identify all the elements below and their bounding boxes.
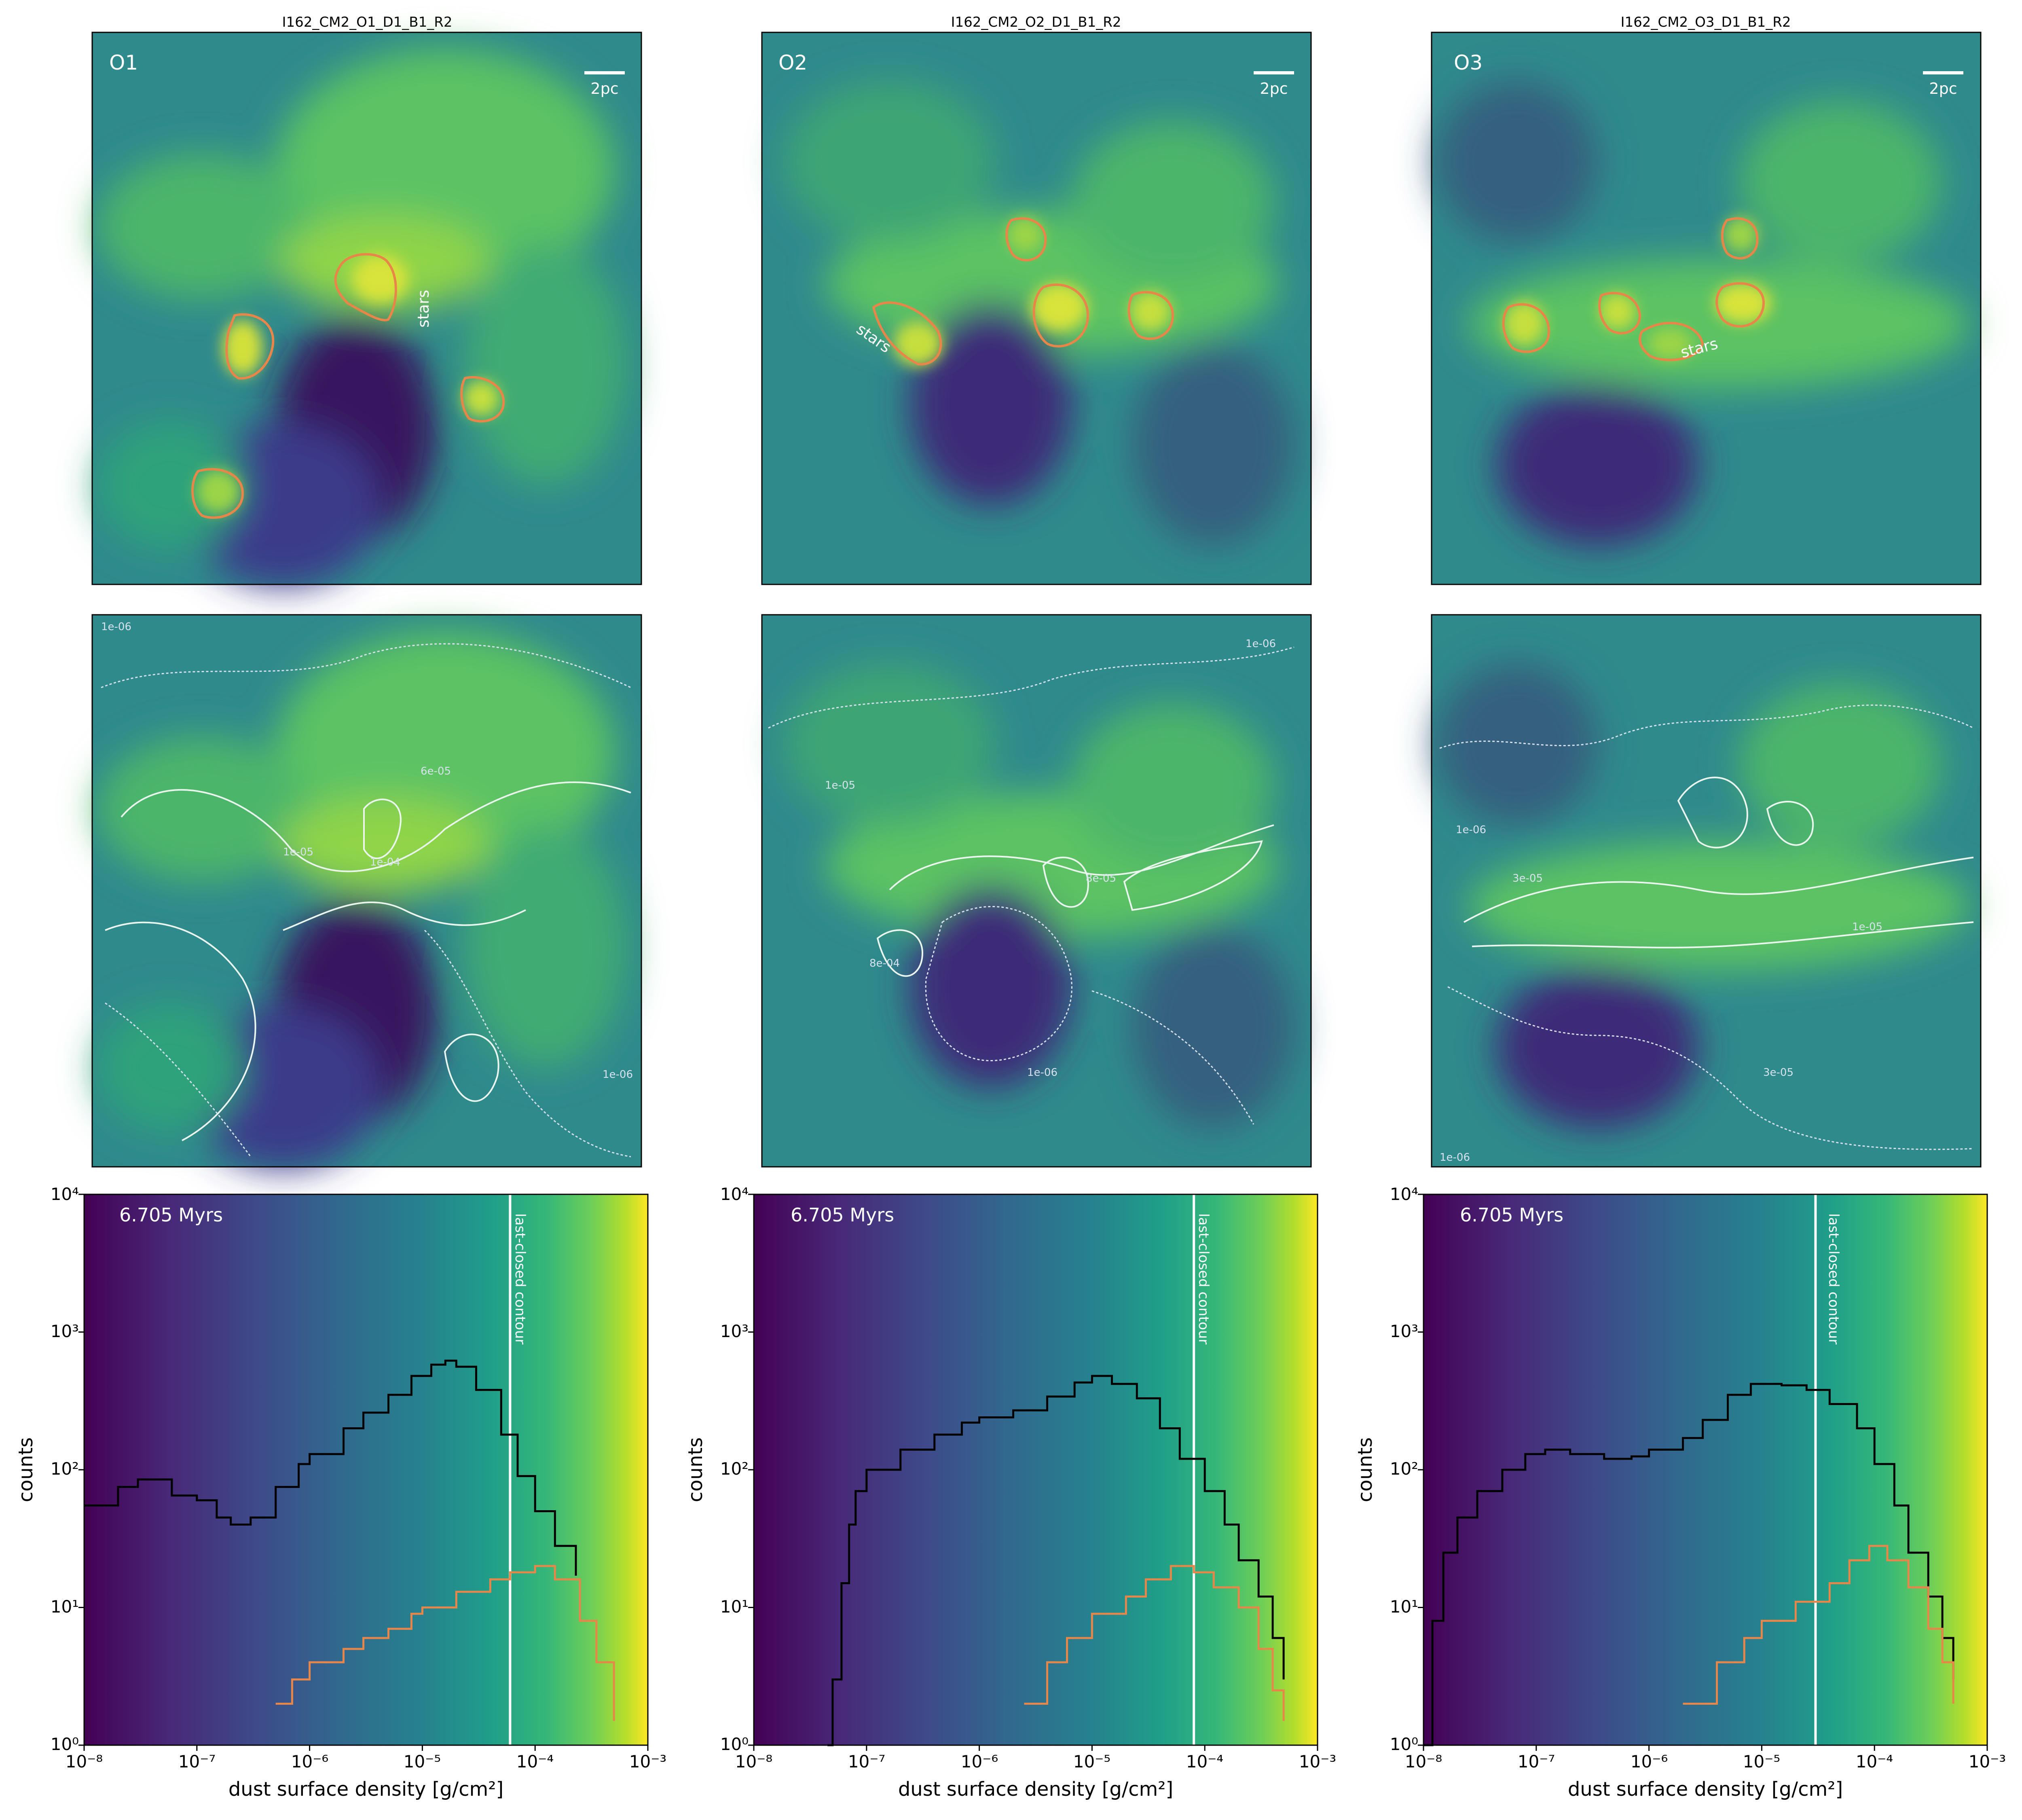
y-axis-label-2: counts [684,1437,707,1502]
column-1: I162_CM2_O1_D1_B1_R2 [15,14,666,1801]
contour-label-1-0: 1e-06 [101,621,131,633]
y-tick-label: 10³ [51,1321,79,1341]
y-tick-label: 10⁴ [1390,1184,1418,1204]
panel-tag-3: O3 [1454,51,1483,74]
y-axis-label-3: counts [1354,1437,1377,1502]
time-label-3: 6.705 Myrs [1460,1204,1563,1226]
contour-label-2-0: 1e-06 [1246,638,1276,650]
x-tick-label: 10⁻⁷ [848,1752,885,1771]
x-tick-label: 10⁻⁸ [66,1752,103,1771]
y-ticks-2: 10⁰ 10¹ 10² 10³ 10⁴ [720,1184,749,1754]
density-map-2: stars O2 2pc [761,32,1312,585]
vline-label-1: last-closed contour [512,1213,528,1344]
y-tick-label: 10¹ [51,1597,79,1617]
y-tick-label: 10² [51,1459,79,1479]
x-tick-label: 10⁻⁶ [1631,1752,1668,1771]
column-2: I162_CM2_O2_D1_B1_R2 s [684,14,1336,1801]
time-label-1: 6.705 Myrs [119,1204,223,1226]
x-tick-label: 10⁻⁶ [961,1752,998,1771]
contour-label-3-1: 3e-05 [1512,872,1543,885]
stars-label-1: stars [415,290,432,328]
x-tick-label: 10⁻³ [629,1752,666,1771]
histogram-all-step-line [1423,1383,1954,1746]
histogram-3: 6.705 Myrs last-closed contour 10⁻⁸ 10⁻⁷… [1354,1184,2006,1801]
x-ticks-3: 10⁻⁸ 10⁻⁷ 10⁻⁶ 10⁻⁵ 10⁻⁴ 10⁻³ [1405,1752,2006,1771]
y-tick-label: 10³ [1390,1321,1418,1341]
y-tick-label: 10² [720,1459,749,1479]
y-tick-label: 10¹ [720,1597,749,1617]
y-tick-label: 10² [1390,1459,1418,1479]
contour-map-2: 1e-06 1e-05 8e-05 8e-04 1e-06 [761,614,1312,1168]
y-tick-label: 10⁴ [51,1184,79,1204]
contour-label-1-3: 1e-04 [370,856,400,868]
y-tick-label: 10³ [720,1321,749,1341]
x-tick-label: 10⁻⁴ [516,1752,554,1771]
histogram-1: 6.705 Myrs last-closed contour 10⁻⁸ 10⁻⁷… [15,1184,666,1801]
contour-label-1-4: 1e-06 [603,1069,633,1081]
x-tick-label: 10⁻⁸ [735,1752,772,1771]
histogram-all-step-line [84,1359,577,1576]
vline-label-2: last-closed contour [1195,1213,1212,1344]
x-tick-label: 10⁻⁵ [1073,1752,1110,1771]
y-ticks-3: 10⁰ 10¹ 10² 10³ 10⁴ [1390,1184,1418,1754]
contour-label-2-2: 8e-05 [1086,872,1116,885]
contour-label-2-3: 8e-04 [869,957,900,969]
y-tick-label: 10⁰ [51,1734,79,1754]
histogram-stars-step-line [1024,1565,1285,1721]
time-label-2: 6.705 Myrs [791,1204,894,1226]
x-tick-label: 10⁻⁷ [1518,1752,1555,1771]
x-tick-label: 10⁻⁵ [404,1752,441,1771]
column-3: I162_CM2_O3_D1_B1_R2 [1354,14,2006,1801]
contour-label-1-2: 6e-05 [421,765,451,777]
panel-tag-1: O1 [109,51,138,74]
contour-label-3-0: 1e-06 [1456,824,1486,836]
y-tick-label: 10¹ [1390,1597,1418,1617]
contour-label-3-2: 1e-05 [1852,921,1882,933]
x-tick-label: 10⁻³ [1969,1752,2006,1771]
histogram-stars-step-line [1683,1545,1954,1705]
histogram-2: 6.705 Myrs last-closed contour 10⁻⁸ 10⁻⁷… [684,1184,1336,1801]
contour-label-2-1: 1e-05 [825,779,855,791]
x-tick-label: 10⁻⁴ [1186,1752,1223,1771]
scalebar-label-2: 2pc [1260,80,1288,97]
scalebar-label-3: 2pc [1929,80,1957,97]
density-map-3: stars O3 2pc [1431,32,1982,585]
histogram-stars-step-line [275,1565,615,1721]
histogram-all-step-line [827,1375,1285,1746]
scalebar-label-1: 2pc [590,80,618,97]
vline-label-3: last-closed contour [1825,1213,1842,1344]
x-axis-label-1: dust surface density [g/cm²] [228,1778,503,1801]
density-map-1: stars O1 2pc [91,32,642,586]
x-axis-label-2: dust surface density [g/cm²] [898,1778,1173,1801]
y-ticks-1: 10⁰ 10¹ 10² 10³ 10⁴ [51,1184,79,1754]
x-tick-label: 10⁻⁵ [1743,1752,1780,1771]
contour-label-3-4: 1e-06 [1440,1151,1470,1164]
y-axis-label-1: counts [15,1437,37,1502]
x-axis-label-3: dust surface density [g/cm²] [1568,1778,1843,1801]
x-tick-label: 10⁻⁶ [291,1752,328,1771]
x-ticks-2: 10⁻⁸ 10⁻⁷ 10⁻⁶ 10⁻⁵ 10⁻⁴ 10⁻³ [735,1752,1336,1771]
contour-label-3-3: 3e-05 [1763,1067,1794,1079]
y-tick-label: 10⁴ [720,1184,749,1204]
x-ticks-1: 10⁻⁸ 10⁻⁷ 10⁻⁶ 10⁻⁵ 10⁻⁴ 10⁻³ [66,1752,666,1771]
x-tick-label: 10⁻⁷ [178,1752,216,1771]
x-tick-label: 10⁻³ [1299,1752,1336,1771]
contour-label-1-1: 1e-05 [283,846,313,858]
map-title-3: I162_CM2_O3_D1_B1_R2 [1620,14,1791,30]
map-title-1: I162_CM2_O1_D1_B1_R2 [282,14,452,30]
y-tick-label: 10⁰ [1390,1734,1418,1754]
y-tick-label: 10⁰ [720,1734,749,1754]
x-tick-label: 10⁻⁸ [1405,1752,1442,1771]
contour-map-3: 1e-06 3e-05 1e-05 3e-05 1e-06 [1431,614,1982,1168]
contour-map-1: 1e-06 1e-05 6e-05 1e-04 1e-06 [91,614,642,1169]
x-tick-label: 10⁻⁴ [1856,1752,1893,1771]
panel-tag-2: O2 [778,51,807,74]
map-title-2: I162_CM2_O2_D1_B1_R2 [951,14,1121,30]
contour-label-2-4: 1e-06 [1027,1067,1058,1079]
